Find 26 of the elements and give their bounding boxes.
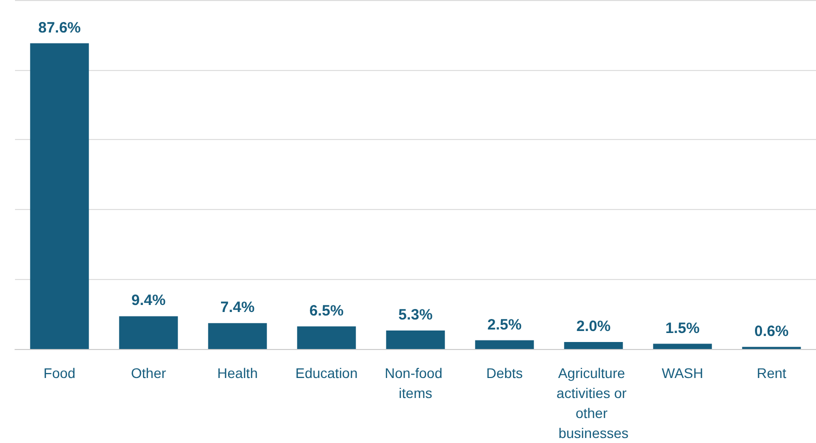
bar [297,326,356,349]
bar [386,330,445,349]
x-tick-label: Health [217,365,258,381]
data-label: 2.5% [487,316,522,334]
x-tick-label: Food [44,365,76,381]
data-label: 9.4% [131,292,166,310]
bar [30,43,89,349]
data-label: 5.3% [398,306,433,324]
bar [208,323,267,349]
x-tick-label: Non-food items [384,365,446,401]
bar [653,344,712,349]
data-label: 0.6% [754,322,789,340]
x-tick-label: Education [295,365,358,381]
data-label: 2.0% [576,318,611,336]
bar [475,340,534,349]
bar [119,316,178,349]
x-tick-label: Other [130,365,166,381]
bar [564,342,623,349]
x-tick-label: Debts [486,365,523,381]
data-label: 6.5% [309,302,344,320]
data-label: 7.4% [220,299,255,316]
x-tick-label: Agriculture activities or other businesses [556,365,630,441]
data-label: 87.6% [38,19,81,36]
x-tick-label: WASH [662,365,704,381]
x-tick-label: Rent [756,365,786,381]
data-label: 1.5% [665,320,700,337]
